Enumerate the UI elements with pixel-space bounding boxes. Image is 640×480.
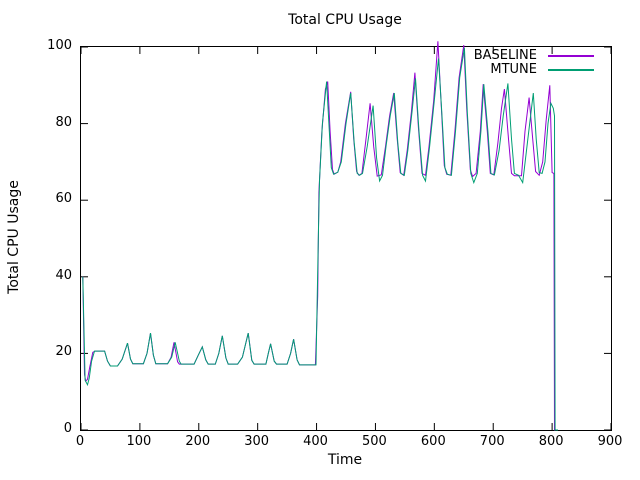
legend-label-mtune: MTUNE (490, 62, 537, 77)
y-tick-label: 100 (47, 38, 72, 53)
plot-area: BASELINE MTUNE (80, 41, 612, 431)
y-tick-label: 20 (55, 344, 72, 360)
legend-line-sample-baseline (548, 55, 594, 57)
x-tick-label: 900 (597, 434, 623, 449)
legend-item-mtune: MTUNE (474, 63, 594, 77)
y-tick-label: 60 (55, 191, 72, 207)
y-axis-label: Total CPU Usage (6, 180, 22, 294)
plot-canvas (80, 41, 612, 431)
y-tick-label: 0 (63, 421, 72, 436)
legend-line-sample-mtune (548, 69, 594, 71)
x-tick-label: 500 (362, 434, 387, 449)
legend: BASELINE MTUNE (474, 49, 594, 77)
y-tick-label: 40 (55, 267, 72, 283)
y-tick-label: 80 (55, 114, 72, 130)
legend-item-baseline: BASELINE (474, 49, 594, 63)
x-tick-label: 700 (479, 434, 505, 449)
x-tick-label: 200 (185, 434, 211, 449)
x-tick-label: 100 (126, 434, 152, 449)
series-line-mtune (82, 47, 558, 431)
x-axis-label: Time (327, 452, 363, 468)
x-tick-label: 400 (303, 434, 328, 449)
x-tick-label: 300 (244, 434, 270, 449)
x-tick-label: 0 (75, 434, 85, 449)
series-line-baseline (82, 41, 558, 431)
chart-title: Total CPU Usage (288, 12, 402, 28)
x-tick-label: 800 (538, 434, 564, 449)
x-tick-label: 600 (420, 434, 446, 449)
legend-label-baseline: BASELINE (473, 48, 537, 63)
